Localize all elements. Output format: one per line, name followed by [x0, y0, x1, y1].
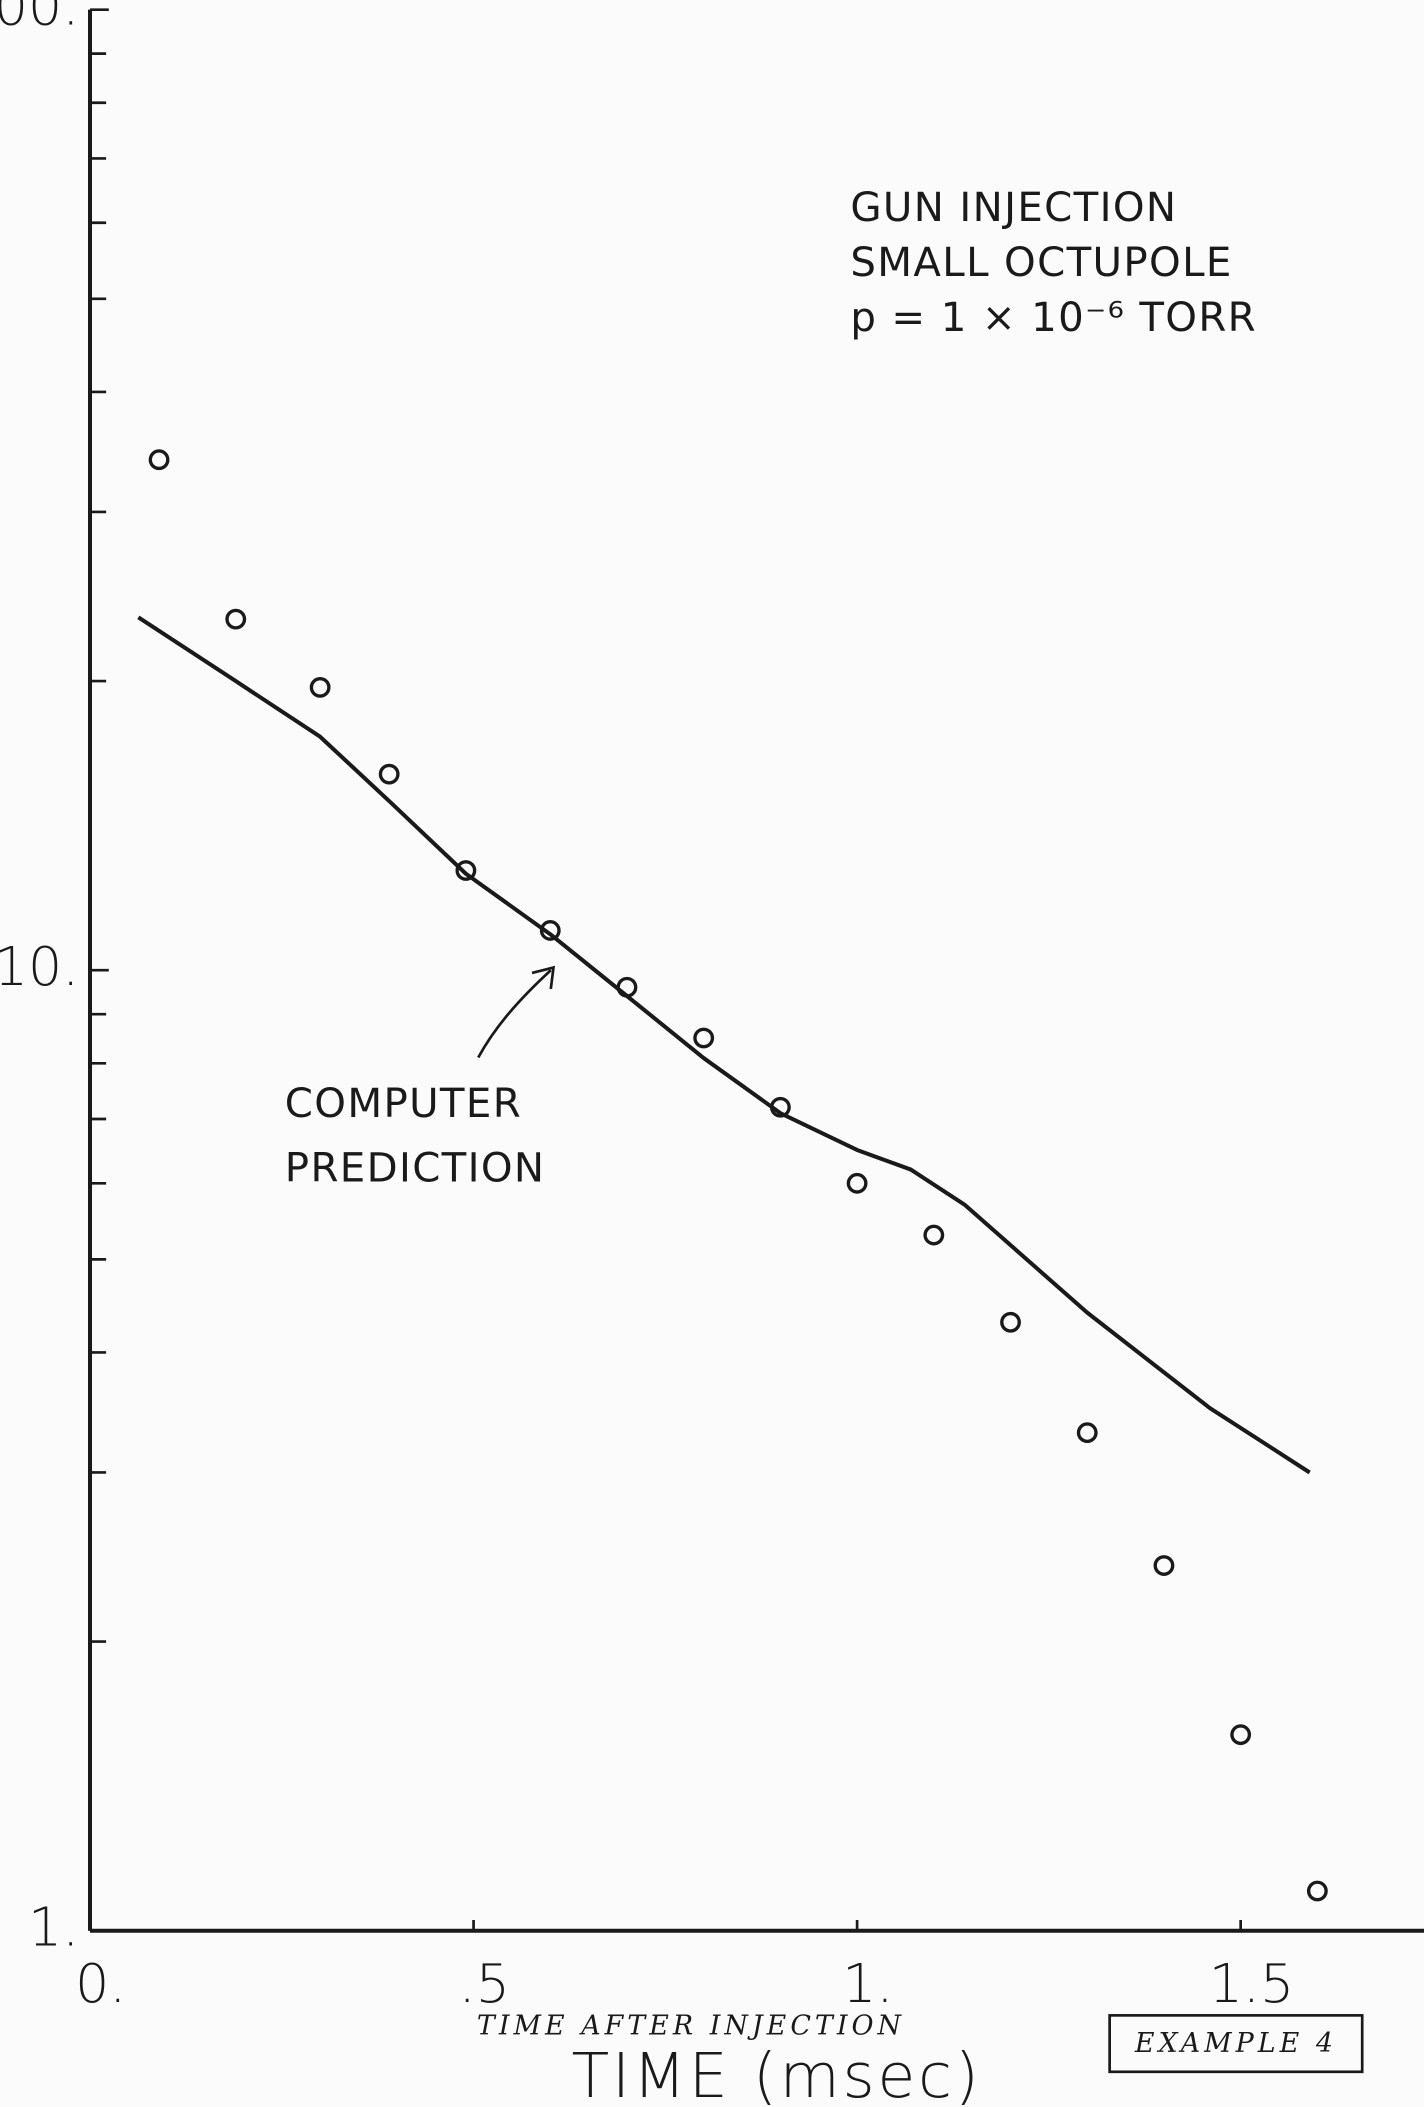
- x-tick-label: 1.5: [1209, 1952, 1294, 2015]
- x-tick-label: 0.: [75, 1952, 126, 2015]
- data-point: [225, 608, 247, 630]
- data-point: [539, 920, 561, 941]
- x-axis-title: TIME (msec): [571, 2040, 981, 2107]
- prediction-label: COMPUTER: [285, 1080, 522, 1127]
- data-point: [309, 676, 331, 698]
- data-point: [148, 449, 170, 471]
- example-box: [1108, 2014, 1364, 2074]
- example-label: EXAMPLE 4: [1134, 2028, 1337, 2059]
- y-tick-label: 10.: [0, 935, 79, 998]
- x-tick-label: 1.: [842, 1952, 893, 2015]
- data-point: [693, 1027, 715, 1049]
- condition-line: SMALL OCTUPOLE: [850, 239, 1232, 286]
- data-point: [1230, 1724, 1252, 1746]
- condition-line: GUN INJECTION: [850, 184, 1177, 231]
- x-tick-label: .5: [459, 1952, 510, 2015]
- data-point: [455, 860, 477, 881]
- y-tick-label: 100.: [0, 0, 79, 37]
- y-tick-label: 1.: [28, 1895, 79, 1958]
- data-point: [378, 763, 400, 785]
- data-point: [923, 1224, 945, 1246]
- data-point: [1153, 1555, 1175, 1576]
- annotation-arrow: [477, 965, 556, 1059]
- data-point: [846, 1172, 868, 1194]
- prediction-line: [137, 615, 1311, 1475]
- condition-line: p = 1 × 10⁻⁶ TORR: [850, 294, 1257, 341]
- prediction-label: PREDICTION: [285, 1144, 546, 1191]
- data-point: [1306, 1880, 1328, 1902]
- data-point: [1000, 1311, 1021, 1333]
- x-axis-note: TIME AFTER INJECTION: [477, 2010, 905, 2041]
- data-point: [1076, 1422, 1098, 1444]
